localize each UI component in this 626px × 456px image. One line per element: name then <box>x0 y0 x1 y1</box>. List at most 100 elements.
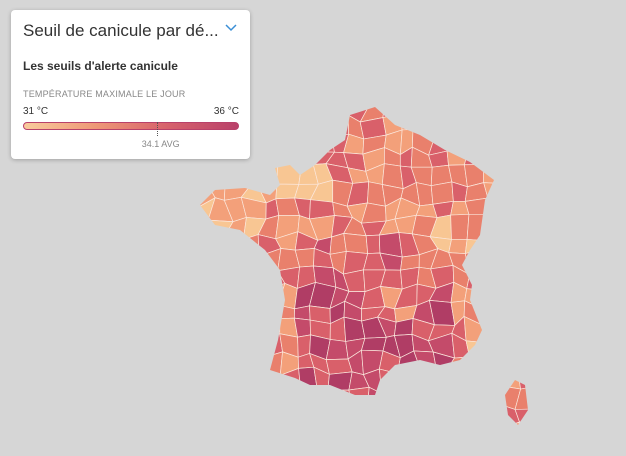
department[interactable] <box>328 420 353 443</box>
department[interactable] <box>276 163 303 185</box>
department[interactable] <box>260 372 286 390</box>
department[interactable] <box>429 417 456 445</box>
department[interactable] <box>193 304 215 324</box>
department[interactable] <box>398 388 417 411</box>
department[interactable] <box>366 386 383 410</box>
department[interactable] <box>197 265 216 292</box>
department[interactable] <box>479 248 499 274</box>
department[interactable] <box>330 406 353 424</box>
department[interactable] <box>343 407 368 425</box>
department[interactable] <box>380 388 400 411</box>
department[interactable] <box>297 133 316 153</box>
department[interactable] <box>483 146 500 166</box>
department[interactable] <box>495 180 523 206</box>
department[interactable] <box>228 302 252 325</box>
department[interactable] <box>483 130 506 148</box>
department[interactable] <box>260 113 284 140</box>
department[interactable] <box>197 385 214 409</box>
department[interactable] <box>232 318 249 341</box>
department[interactable] <box>240 167 261 191</box>
department[interactable] <box>512 152 538 169</box>
department[interactable] <box>242 351 264 374</box>
department[interactable] <box>520 230 539 259</box>
department[interactable] <box>193 320 214 344</box>
department[interactable] <box>513 304 535 322</box>
department[interactable] <box>247 270 267 291</box>
department[interactable] <box>275 407 302 427</box>
department[interactable] <box>398 405 417 427</box>
department[interactable] <box>483 182 504 206</box>
department[interactable] <box>192 419 213 445</box>
department[interactable] <box>297 100 315 119</box>
department[interactable] <box>225 233 247 257</box>
department[interactable] <box>226 400 249 425</box>
department[interactable] <box>259 282 286 309</box>
department[interactable] <box>521 166 539 190</box>
department[interactable] <box>210 374 233 395</box>
department[interactable] <box>209 232 229 257</box>
department[interactable] <box>517 366 536 390</box>
department[interactable] <box>260 351 283 376</box>
department[interactable] <box>466 268 488 292</box>
department[interactable] <box>395 95 422 121</box>
department[interactable] <box>497 129 519 154</box>
department[interactable] <box>480 341 507 358</box>
department[interactable] <box>224 167 250 188</box>
department[interactable] <box>466 129 484 156</box>
department[interactable] <box>325 339 349 361</box>
department[interactable] <box>206 265 235 293</box>
department[interactable] <box>483 164 500 184</box>
department[interactable] <box>462 403 484 426</box>
department[interactable] <box>432 404 456 421</box>
department[interactable] <box>196 356 211 378</box>
department[interactable] <box>465 96 484 117</box>
department[interactable] <box>259 417 277 435</box>
department[interactable] <box>378 423 404 444</box>
department[interactable] <box>243 406 265 422</box>
department[interactable] <box>522 201 535 217</box>
title[interactable]: Seuil de canicule par dé... <box>23 21 219 40</box>
department[interactable] <box>415 404 436 421</box>
department[interactable] <box>452 406 469 422</box>
department[interactable] <box>430 181 454 205</box>
department[interactable] <box>245 320 265 342</box>
department[interactable] <box>485 268 505 292</box>
department[interactable] <box>482 384 498 405</box>
department[interactable] <box>382 98 401 119</box>
department[interactable] <box>207 333 234 358</box>
department[interactable] <box>211 318 234 344</box>
department[interactable] <box>517 355 537 372</box>
department[interactable] <box>258 148 285 170</box>
department[interactable] <box>330 114 350 137</box>
department[interactable] <box>496 421 520 445</box>
department[interactable] <box>209 252 235 274</box>
department[interactable] <box>225 284 252 308</box>
department[interactable] <box>195 340 213 358</box>
department[interactable] <box>486 197 504 222</box>
department[interactable] <box>309 405 336 425</box>
department[interactable] <box>464 239 490 255</box>
department[interactable] <box>495 165 523 184</box>
department[interactable] <box>446 150 468 166</box>
department[interactable] <box>463 145 485 166</box>
department[interactable] <box>464 248 487 276</box>
department[interactable] <box>313 116 333 137</box>
department[interactable] <box>431 386 456 407</box>
department[interactable] <box>327 371 353 391</box>
department[interactable] <box>209 302 234 322</box>
department[interactable] <box>483 369 506 391</box>
department[interactable] <box>414 95 437 121</box>
department[interactable] <box>197 374 214 395</box>
department[interactable] <box>228 371 251 392</box>
department[interactable] <box>515 97 538 122</box>
department[interactable] <box>412 116 437 136</box>
department[interactable] <box>279 100 300 117</box>
department[interactable] <box>480 426 503 442</box>
department[interactable] <box>206 283 230 306</box>
department[interactable] <box>412 419 436 445</box>
department[interactable] <box>279 131 300 149</box>
department[interactable] <box>258 162 279 191</box>
department[interactable] <box>364 408 382 426</box>
department[interactable] <box>497 286 522 306</box>
department[interactable] <box>450 213 470 240</box>
